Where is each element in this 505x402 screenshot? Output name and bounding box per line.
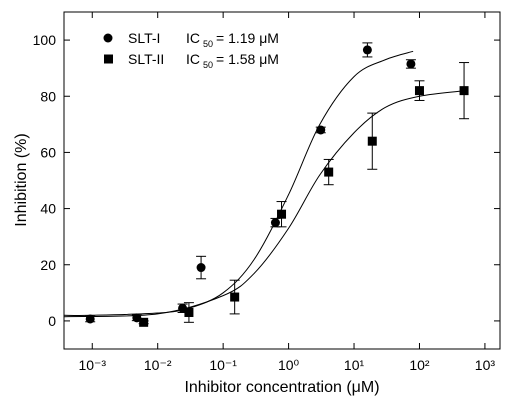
- data-point: [85, 314, 95, 324]
- x-tick-label: 10²: [409, 357, 430, 373]
- legend-ic: IC: [186, 51, 200, 67]
- legend-marker: [104, 54, 113, 64]
- x-tick-label: 10⁻²: [144, 357, 172, 373]
- data-point: [459, 86, 469, 96]
- data-point: [139, 317, 149, 327]
- y-axis-title: Inhibition (%): [13, 133, 30, 226]
- data-point: [406, 59, 416, 69]
- legend-marker: [103, 33, 113, 43]
- x-axis-title: Inhibitor concentration (μM): [184, 379, 379, 396]
- data-point: [414, 86, 424, 96]
- y-tick-label: 100: [33, 32, 57, 48]
- y-tick-label: 80: [40, 88, 56, 104]
- data-point: [230, 292, 240, 302]
- x-tick-label: 10⁰: [278, 357, 300, 373]
- legend-ic-sub: 50: [203, 60, 213, 70]
- fit-curve: [63, 90, 466, 318]
- legend-ic-sub: 50: [203, 39, 213, 49]
- fit-curve: [63, 50, 414, 316]
- legend-ic-value: = 1.58 μM: [216, 51, 279, 67]
- x-tick-label: 10³: [475, 357, 496, 373]
- data-point: [277, 209, 287, 219]
- data-point: [362, 45, 372, 55]
- legend-ic-value: = 1.19 μM: [216, 30, 279, 46]
- y-tick-label: 20: [40, 257, 56, 273]
- data-point: [270, 218, 280, 228]
- data-point: [367, 136, 377, 146]
- data-point: [184, 307, 194, 317]
- legend-ic: IC: [186, 30, 200, 46]
- data-point: [316, 125, 326, 135]
- y-tick-label: 0: [48, 313, 56, 329]
- x-tick-label: 10¹: [344, 357, 365, 373]
- x-tick-label: 10⁻³: [78, 357, 106, 373]
- y-tick-label: 60: [40, 144, 56, 160]
- plot-frame: [63, 11, 501, 350]
- data-point: [324, 167, 334, 177]
- y-tick-label: 40: [40, 201, 56, 217]
- data-point: [196, 263, 206, 273]
- x-tick-label: 10⁻¹: [209, 357, 237, 373]
- legend-label: SLT-II: [128, 51, 164, 67]
- legend-label: SLT-I: [128, 30, 160, 46]
